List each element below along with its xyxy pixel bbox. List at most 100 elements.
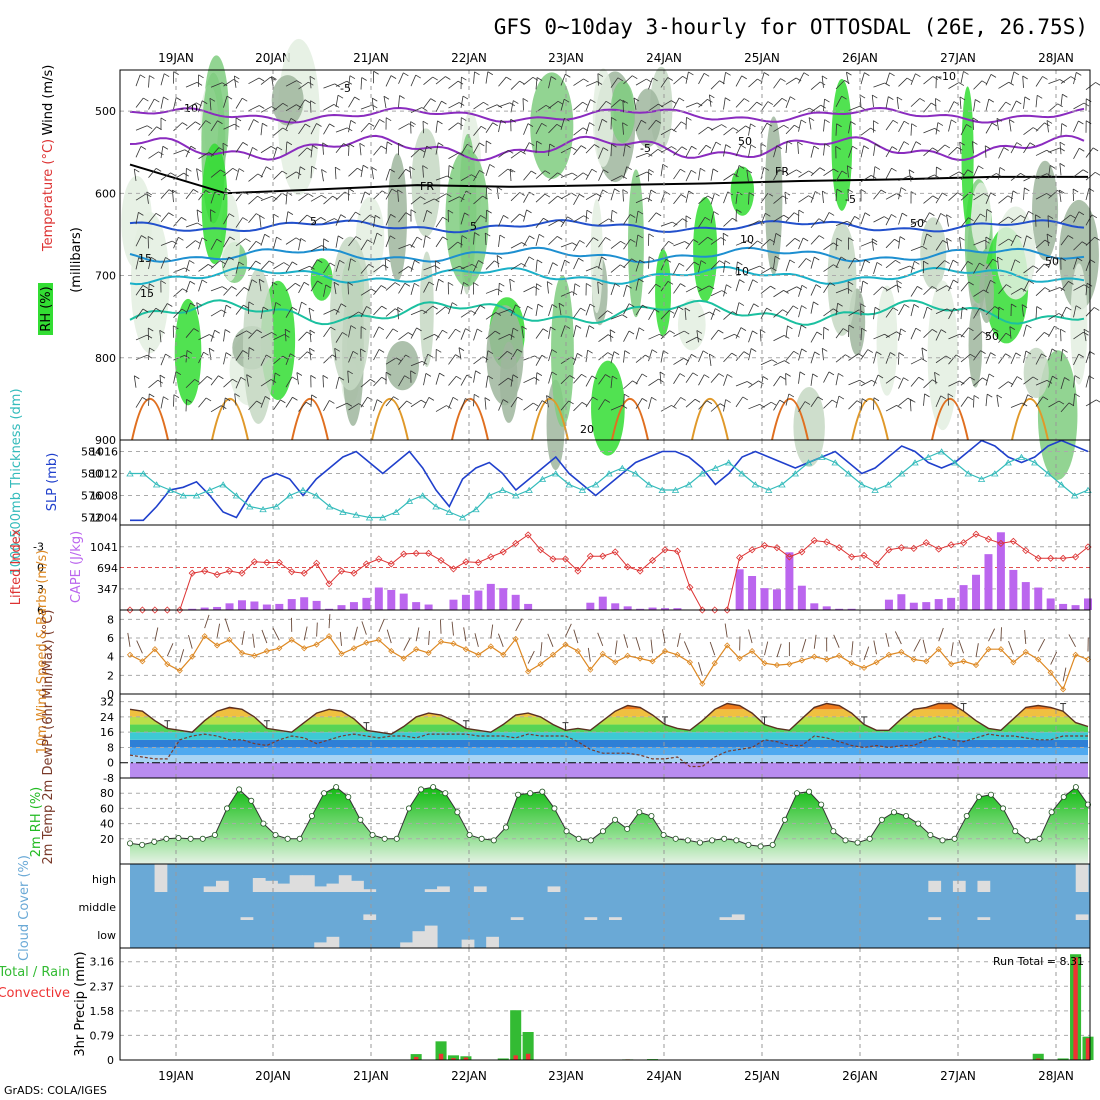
surface-wind-barb	[1062, 667, 1067, 682]
wind-barb	[660, 221, 673, 227]
wind-barb-flag	[650, 189, 657, 194]
wind-barb-flag	[871, 238, 878, 243]
wind-barb	[785, 124, 795, 135]
cape-bar	[673, 608, 682, 610]
wind-barb-flag	[1041, 353, 1047, 358]
wind-barb	[985, 280, 991, 292]
wind-barb	[548, 304, 553, 317]
wind-barb-flag	[577, 353, 583, 357]
wind-barb	[448, 196, 460, 203]
wind-barb-flag	[625, 144, 631, 148]
surface-wind-barb	[813, 634, 817, 649]
wind-barb	[371, 167, 374, 180]
wind-barb-flag	[292, 396, 298, 401]
wind-barb-flag	[798, 209, 805, 214]
wind-barb-flag	[789, 259, 796, 264]
wind-barb-flag	[712, 168, 719, 173]
wind-barb	[546, 395, 549, 408]
surface-wind-barb	[938, 627, 944, 642]
wind-speed-point	[1010, 659, 1017, 666]
wind-barb	[510, 396, 518, 408]
lifted-index-point	[611, 548, 619, 556]
wind-barb-flag	[589, 122, 595, 126]
wind-barb	[435, 76, 446, 85]
wind-barb	[923, 393, 925, 406]
wind-barb	[798, 107, 810, 114]
rh-point	[987, 791, 994, 798]
rh-point	[769, 841, 776, 848]
contour-label: -5	[640, 142, 651, 155]
surface-wind-barb	[975, 643, 979, 658]
wind-barb	[173, 267, 185, 273]
wind-barb	[785, 169, 797, 177]
wind-barb-flag	[767, 101, 774, 105]
wind-barb-flag	[732, 127, 739, 132]
wind-barb-flag	[358, 403, 364, 407]
wind-barb-flag	[521, 325, 527, 330]
surface-wind-barb	[988, 628, 996, 642]
wind-barb-flag	[628, 303, 635, 308]
cloud-gap	[301, 875, 315, 892]
wind-barb	[485, 288, 498, 294]
wind-barb-flag	[1008, 81, 1014, 86]
wind-barb	[298, 402, 307, 412]
date-label-top: 26JAN	[842, 51, 878, 65]
wind-barb-flag	[655, 283, 661, 288]
wind-barb-flag	[509, 278, 515, 283]
thickness-point	[1057, 481, 1066, 488]
temperature-band	[130, 694, 1088, 702]
wind-barb	[373, 285, 382, 296]
wind-barb	[848, 257, 855, 269]
wind-barb-flag	[416, 236, 423, 241]
wind-barb-flag	[1059, 79, 1065, 83]
surface-wind-barb	[873, 640, 877, 655]
wind-barb	[223, 305, 227, 317]
wind-barb-flag	[1094, 307, 1100, 311]
cloud-gap	[215, 880, 229, 892]
wind-barb	[885, 168, 892, 180]
wind-barb-flag	[633, 97, 640, 102]
surface-wind-barb	[241, 631, 245, 646]
wind-barb	[846, 72, 849, 85]
wind-barb-flag	[149, 393, 155, 398]
wind-barb-flag	[334, 218, 340, 222]
rh-shading	[411, 128, 441, 237]
wind-barb-flag	[296, 372, 303, 376]
rh-shading	[1059, 199, 1099, 311]
wind-speed-point	[761, 660, 768, 667]
thickness-point	[405, 497, 414, 504]
wind-barb-flag	[513, 100, 519, 104]
wind-barb	[810, 104, 821, 113]
wind-barb	[423, 76, 433, 86]
wind-barb-flag	[234, 393, 240, 397]
wind-barb	[1035, 332, 1045, 342]
wind-barb-flag	[757, 240, 763, 245]
thickness-point	[325, 503, 334, 510]
wind-barb-flag	[801, 348, 807, 353]
wind-barb	[960, 353, 971, 363]
contour-label: 50	[738, 135, 752, 148]
wind-barb	[348, 311, 359, 319]
wind-barb	[260, 234, 266, 246]
wind-barb-flag	[228, 213, 235, 218]
wind-barb-flag	[1049, 165, 1056, 169]
wind-barb	[985, 394, 988, 407]
wind-barb-flag	[134, 168, 140, 173]
wind-speed-point	[1035, 656, 1042, 663]
lifted-index-point	[524, 531, 532, 539]
warm-contour	[771, 397, 809, 441]
wind-barb-flag	[222, 286, 228, 290]
cloud-gap	[326, 883, 340, 892]
wind-barb-flag	[178, 236, 184, 241]
wind-barb	[1085, 399, 1097, 407]
precip-total-bar	[447, 1055, 460, 1060]
wind-speed-point	[587, 666, 594, 673]
wind-barb	[710, 141, 717, 154]
slp-tick: 1004	[90, 512, 118, 525]
wind-barb	[498, 399, 504, 411]
wind-barb-flag	[142, 285, 149, 289]
wind-barb-flag	[840, 256, 847, 261]
wind-barb-flag	[733, 173, 739, 178]
surface-wind-barb	[540, 642, 543, 657]
wind-barb-flag	[738, 302, 745, 306]
